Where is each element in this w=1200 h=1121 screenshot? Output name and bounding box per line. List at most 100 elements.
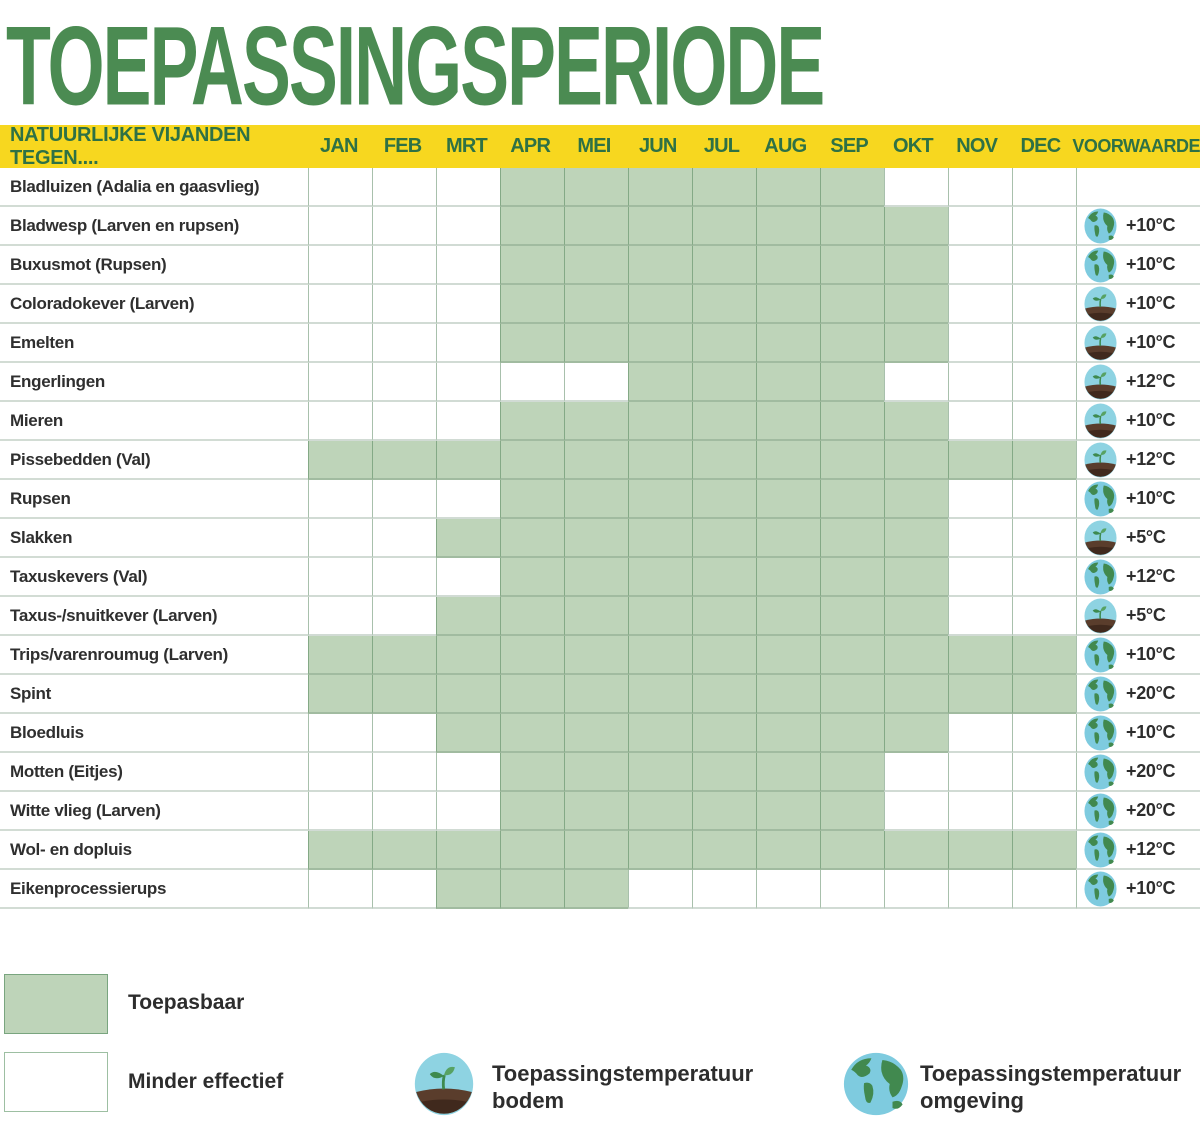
month-cell-jun-applicable: [628, 753, 692, 792]
month-cell-feb-less-effective: [372, 402, 436, 441]
month-cell-okt-applicable: [884, 831, 948, 870]
legend-label-ambient: Toepassingstemperatuur omgeving: [920, 1060, 1181, 1114]
globe-icon: [1084, 832, 1117, 868]
row-label: Coloradokever (Larven): [0, 285, 308, 324]
month-cell-nov-less-effective: [948, 792, 1012, 831]
month-cell-mei-applicable: [564, 792, 628, 831]
globe-icon: [1084, 481, 1117, 517]
header-month-mrt: MRT: [445, 135, 488, 157]
month-cell-aug-applicable: [756, 519, 820, 558]
month-cell-nov-less-effective: [948, 714, 1012, 753]
header-enemies-label: NATUURLIJKE VIJANDEN TEGEN....: [10, 123, 251, 169]
month-cell-sep-applicable: [820, 207, 884, 246]
month-cell-dec-less-effective: [1012, 324, 1076, 363]
month-cell-jul-applicable: [692, 636, 756, 675]
month-cell-feb-less-effective: [372, 324, 436, 363]
month-cell-jun-applicable: [628, 402, 692, 441]
month-cell-aug-applicable: [756, 558, 820, 597]
month-cell-aug-applicable: [756, 441, 820, 480]
temperature-value: +10°C: [1126, 215, 1176, 235]
header-month-jun: JUN: [638, 135, 677, 157]
month-cell-apr-applicable: [500, 675, 564, 714]
header-month-mei: MEI: [577, 135, 611, 157]
month-cell-mrt-applicable: [436, 870, 500, 909]
soil-icon: [1084, 442, 1117, 478]
legend: Toepasbaar Minder effectief Toepassingst…: [0, 965, 1200, 1121]
month-cell-jul-applicable: [692, 168, 756, 207]
condition-cell: +10°C: [1076, 207, 1200, 246]
month-cell-aug-applicable: [756, 831, 820, 870]
month-cell-okt-less-effective: [884, 168, 948, 207]
month-cell-dec-less-effective: [1012, 207, 1076, 246]
month-cell-sep-applicable: [820, 324, 884, 363]
month-cell-aug-applicable: [756, 675, 820, 714]
month-cell-sep-applicable: [820, 753, 884, 792]
table-row: Witte vlieg (Larven) +20°C: [0, 792, 1200, 831]
month-cell-jul-applicable: [692, 285, 756, 324]
month-cell-jun-applicable: [628, 207, 692, 246]
globe-icon: [1084, 247, 1117, 283]
month-cell-okt-applicable: [884, 324, 948, 363]
month-cell-okt-less-effective: [884, 792, 948, 831]
month-cell-jul-applicable: [692, 363, 756, 402]
month-cell-apr-applicable: [500, 285, 564, 324]
month-cell-jan-less-effective: [308, 285, 372, 324]
month-cell-sep-applicable: [820, 363, 884, 402]
month-cell-aug-applicable: [756, 792, 820, 831]
month-cell-sep-applicable: [820, 246, 884, 285]
month-cell-apr-applicable: [500, 753, 564, 792]
month-cell-mei-applicable: [564, 480, 628, 519]
month-cell-feb-less-effective: [372, 558, 436, 597]
month-cell-okt-applicable: [884, 246, 948, 285]
table-row: Bloedluis +10°C: [0, 714, 1200, 753]
row-label: Eikenprocessierups: [0, 870, 308, 909]
month-cell-jan-applicable: [308, 831, 372, 870]
legend-ambient-line1: Toepassingstemperatuur: [920, 1061, 1182, 1086]
soil-icon: [414, 1052, 474, 1116]
row-label: Taxus-/snuitkever (Larven): [0, 597, 308, 636]
month-cell-mei-applicable: [564, 402, 628, 441]
month-cell-aug-applicable: [756, 207, 820, 246]
month-cell-jun-applicable: [628, 714, 692, 753]
row-label: Motten (Eitjes): [0, 753, 308, 792]
month-cell-sep-applicable: [820, 831, 884, 870]
temperature-value: +20°C: [1126, 683, 1176, 703]
month-cell-jul-applicable: [692, 519, 756, 558]
month-cell-okt-less-effective: [884, 363, 948, 402]
table-row: Emelten +10°C: [0, 324, 1200, 363]
condition-cell: +10°C: [1076, 285, 1200, 324]
month-cell-aug-applicable: [756, 636, 820, 675]
table-row: Slakken +5°C: [0, 519, 1200, 558]
month-cell-mei-applicable: [564, 519, 628, 558]
month-cell-aug-applicable: [756, 480, 820, 519]
month-cell-nov-less-effective: [948, 870, 1012, 909]
month-cell-jun-applicable: [628, 441, 692, 480]
month-cell-feb-less-effective: [372, 519, 436, 558]
month-cell-jun-applicable: [628, 558, 692, 597]
month-cell-apr-applicable: [500, 870, 564, 909]
month-cell-jun-applicable: [628, 792, 692, 831]
month-cell-apr-applicable: [500, 714, 564, 753]
month-cell-jan-less-effective: [308, 753, 372, 792]
header-month-jul: JUL: [703, 135, 740, 157]
table-row: Taxus-/snuitkever (Larven) +5°C: [0, 597, 1200, 636]
header-month-dec: DEC: [1020, 135, 1062, 157]
month-cell-sep-applicable: [820, 168, 884, 207]
month-cell-mrt-less-effective: [436, 246, 500, 285]
month-cell-mrt-less-effective: [436, 285, 500, 324]
month-cell-jun-applicable: [628, 285, 692, 324]
month-cell-nov-less-effective: [948, 324, 1012, 363]
month-cell-feb-less-effective: [372, 207, 436, 246]
header-condition-label: VOORWAARDE: [1072, 136, 1200, 156]
row-label: Emelten: [0, 324, 308, 363]
month-cell-jan-less-effective: [308, 480, 372, 519]
month-cell-mei-applicable: [564, 207, 628, 246]
month-cell-jul-applicable: [692, 753, 756, 792]
month-cell-nov-less-effective: [948, 363, 1012, 402]
month-cell-jun-applicable: [628, 675, 692, 714]
legend-label-soil: Toepassingstemperatuur bodem: [492, 1060, 753, 1114]
soil-icon: [1084, 598, 1117, 634]
month-cell-sep-applicable: [820, 792, 884, 831]
month-cell-feb-less-effective: [372, 597, 436, 636]
row-label: Engerlingen: [0, 363, 308, 402]
